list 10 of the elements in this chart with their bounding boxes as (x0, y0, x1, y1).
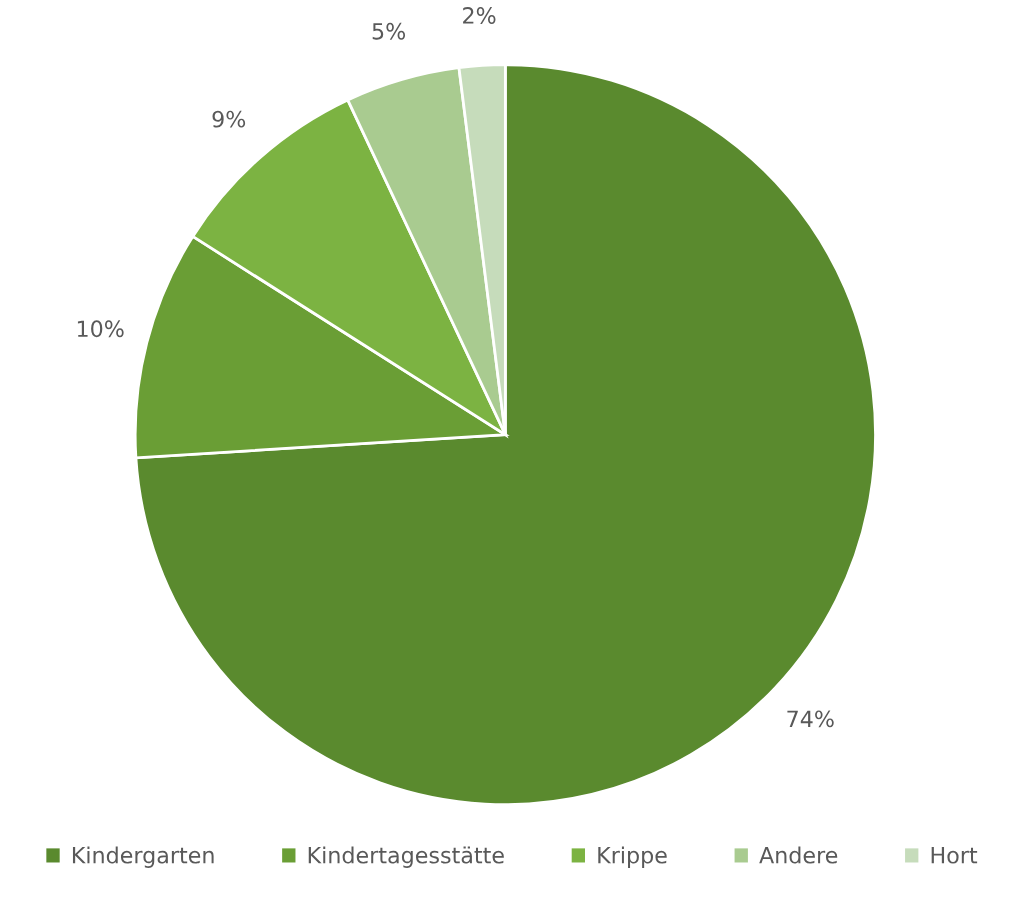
data-label: 5% (372, 22, 406, 40)
legend-label: Kindergarten (72, 846, 214, 868)
legend-label: Andere (759, 846, 838, 864)
data-label: 2% (463, 7, 496, 24)
data-label: 74% (787, 710, 834, 728)
legend-label: Kindertagesstätte (308, 846, 504, 868)
data-label: 9% (212, 110, 246, 128)
legend-label: Hort (931, 847, 978, 864)
data-label: 10% (77, 320, 124, 338)
legend-label: Krippe (598, 846, 667, 868)
